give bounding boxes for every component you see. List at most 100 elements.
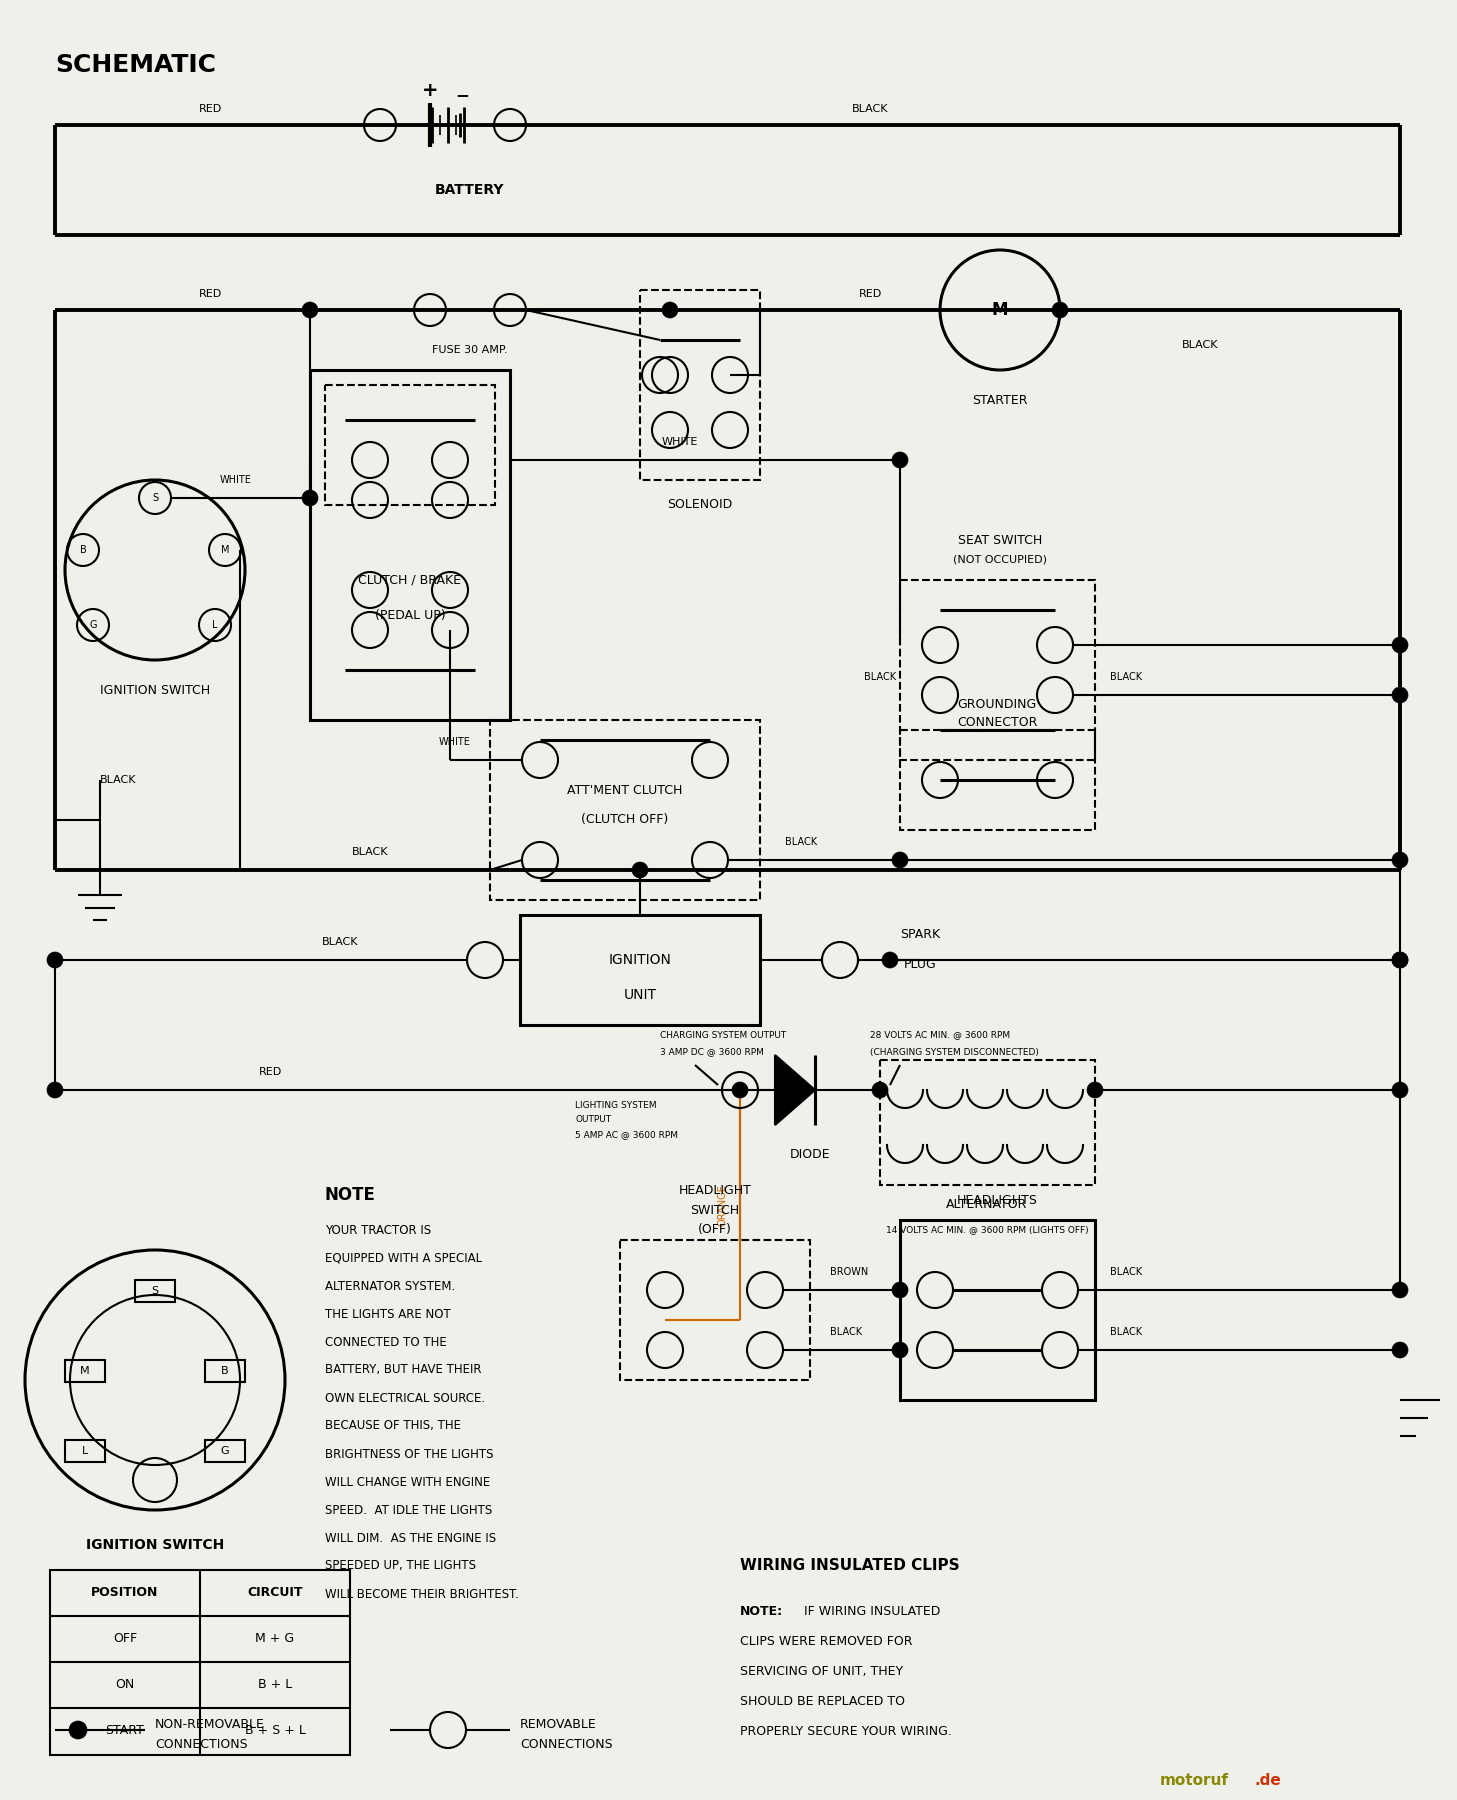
Text: PROPERLY SECURE YOUR WIRING.: PROPERLY SECURE YOUR WIRING. xyxy=(740,1724,951,1739)
Text: M: M xyxy=(992,301,1008,319)
Text: IGNITION: IGNITION xyxy=(609,952,672,967)
Text: M: M xyxy=(221,545,229,554)
Text: SOLENOID: SOLENOID xyxy=(667,499,733,511)
Bar xyxy=(66,1361,105,1382)
Text: BLACK: BLACK xyxy=(1110,671,1142,682)
Text: BLACK: BLACK xyxy=(322,938,358,947)
Bar xyxy=(900,731,1096,830)
Text: BLACK: BLACK xyxy=(101,776,137,785)
Circle shape xyxy=(871,1082,887,1098)
Text: BLACK: BLACK xyxy=(351,848,388,857)
Text: SEAT SWITCH: SEAT SWITCH xyxy=(957,533,1042,547)
Circle shape xyxy=(1391,1282,1407,1298)
Text: BLACK: BLACK xyxy=(864,671,896,682)
Text: RED: RED xyxy=(258,1067,281,1076)
Text: −: − xyxy=(455,86,469,104)
Text: (CLUTCH OFF): (CLUTCH OFF) xyxy=(581,814,669,826)
Text: REMOVABLE: REMOVABLE xyxy=(520,1719,597,1732)
Circle shape xyxy=(632,862,648,878)
Text: CONNECTIONS: CONNECTIONS xyxy=(154,1739,248,1751)
Text: S: S xyxy=(152,493,157,502)
Bar xyxy=(621,1240,810,1381)
Text: CONNECTED TO THE: CONNECTED TO THE xyxy=(325,1336,447,1348)
Text: WHITE: WHITE xyxy=(661,437,698,446)
Text: 5 AMP AC @ 3600 RPM: 5 AMP AC @ 3600 RPM xyxy=(576,1130,678,1139)
Text: BLACK: BLACK xyxy=(1110,1267,1142,1276)
Text: (CHARGING SYSTEM DISCONNECTED): (CHARGING SYSTEM DISCONNECTED) xyxy=(870,1048,1039,1057)
Text: (PEDAL UP): (PEDAL UP) xyxy=(374,608,446,621)
Text: GROUNDING: GROUNDING xyxy=(957,698,1036,711)
Text: ALTERNATOR: ALTERNATOR xyxy=(946,1199,1027,1211)
Text: G: G xyxy=(220,1445,229,1456)
Text: (OFF): (OFF) xyxy=(698,1224,731,1237)
Text: PLUG: PLUG xyxy=(903,958,937,972)
Text: RED: RED xyxy=(198,104,221,113)
Circle shape xyxy=(302,302,318,319)
Text: L: L xyxy=(213,619,217,630)
Circle shape xyxy=(1052,302,1068,319)
Polygon shape xyxy=(775,1055,814,1125)
Text: HEADLIGHT: HEADLIGHT xyxy=(679,1184,752,1197)
Text: CONNECTIONS: CONNECTIONS xyxy=(520,1739,612,1751)
Text: +: + xyxy=(421,81,439,99)
Text: SPARK: SPARK xyxy=(900,929,940,941)
Circle shape xyxy=(892,1282,908,1298)
Text: STARTER: STARTER xyxy=(972,394,1027,407)
Text: NON-REMOVABLE: NON-REMOVABLE xyxy=(154,1719,265,1732)
Circle shape xyxy=(661,302,678,319)
Text: SHOULD BE REPLACED TO: SHOULD BE REPLACED TO xyxy=(740,1696,905,1708)
Text: LIGHTING SYSTEM: LIGHTING SYSTEM xyxy=(576,1100,657,1109)
Text: OFF: OFF xyxy=(114,1633,137,1645)
Text: motoruf: motoruf xyxy=(1160,1773,1230,1787)
Text: IF WIRING INSULATED: IF WIRING INSULATED xyxy=(800,1606,940,1618)
Text: CLIPS WERE REMOVED FOR: CLIPS WERE REMOVED FOR xyxy=(740,1634,912,1649)
Bar xyxy=(136,1280,175,1301)
Text: WILL CHANGE WITH ENGINE: WILL CHANGE WITH ENGINE xyxy=(325,1476,490,1489)
Circle shape xyxy=(1391,688,1407,704)
Circle shape xyxy=(892,452,908,468)
Text: NOTE: NOTE xyxy=(325,1186,376,1204)
Circle shape xyxy=(731,1082,747,1098)
Circle shape xyxy=(892,1343,908,1357)
Circle shape xyxy=(881,952,898,968)
Text: SCHEMATIC: SCHEMATIC xyxy=(55,52,216,77)
Bar xyxy=(900,580,1096,760)
Bar xyxy=(310,371,510,720)
Text: WHITE: WHITE xyxy=(439,736,471,747)
Circle shape xyxy=(1391,952,1407,968)
Text: L: L xyxy=(82,1445,87,1456)
Text: IGNITION SWITCH: IGNITION SWITCH xyxy=(86,1537,224,1552)
Text: WIRING INSULATED CLIPS: WIRING INSULATED CLIPS xyxy=(740,1557,960,1573)
Bar xyxy=(520,914,761,1024)
Text: START: START xyxy=(105,1724,144,1737)
Text: RED: RED xyxy=(858,290,881,299)
Text: 28 VOLTS AC MIN. @ 3600 RPM: 28 VOLTS AC MIN. @ 3600 RPM xyxy=(870,1030,1010,1040)
Text: HEADLIGHTS: HEADLIGHTS xyxy=(957,1193,1037,1206)
Text: BATTERY, BUT HAVE THEIR: BATTERY, BUT HAVE THEIR xyxy=(325,1364,481,1377)
Text: G: G xyxy=(89,619,96,630)
Bar xyxy=(640,290,761,481)
Bar xyxy=(880,1060,1096,1184)
Bar xyxy=(490,720,761,900)
Circle shape xyxy=(1087,1082,1103,1098)
Text: YOUR TRACTOR IS: YOUR TRACTOR IS xyxy=(325,1224,431,1237)
Text: SPEED.  AT IDLE THE LIGHTS: SPEED. AT IDLE THE LIGHTS xyxy=(325,1503,492,1516)
Text: NOTE:: NOTE: xyxy=(740,1606,782,1618)
Text: CONNECTOR: CONNECTOR xyxy=(957,715,1037,729)
Text: SERVICING OF UNIT, THEY: SERVICING OF UNIT, THEY xyxy=(740,1665,903,1678)
Text: WHITE: WHITE xyxy=(220,475,252,484)
Text: EQUIPPED WITH A SPECIAL: EQUIPPED WITH A SPECIAL xyxy=(325,1251,482,1264)
Bar xyxy=(205,1440,245,1462)
Circle shape xyxy=(892,851,908,868)
Text: (NOT OCCUPIED): (NOT OCCUPIED) xyxy=(953,554,1048,565)
Text: WILL BECOME THEIR BRIGHTEST.: WILL BECOME THEIR BRIGHTEST. xyxy=(325,1588,519,1600)
Text: IGNITION SWITCH: IGNITION SWITCH xyxy=(101,684,210,697)
Text: CHARGING SYSTEM OUTPUT: CHARGING SYSTEM OUTPUT xyxy=(660,1030,787,1040)
Text: WILL DIM.  AS THE ENGINE IS: WILL DIM. AS THE ENGINE IS xyxy=(325,1532,497,1544)
Circle shape xyxy=(1391,851,1407,868)
Bar xyxy=(325,385,495,506)
Text: CIRCUIT: CIRCUIT xyxy=(248,1586,303,1600)
Text: ON: ON xyxy=(115,1678,134,1692)
Text: SWITCH: SWITCH xyxy=(691,1204,740,1217)
Text: BLACK: BLACK xyxy=(785,837,817,848)
